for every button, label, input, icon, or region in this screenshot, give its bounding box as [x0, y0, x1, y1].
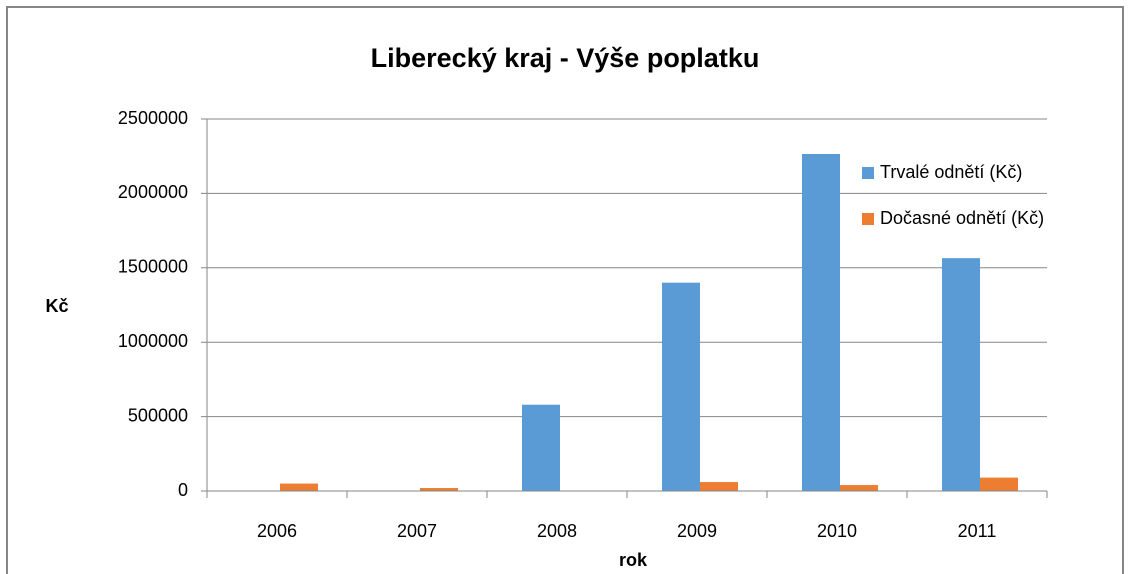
legend-label: Dočasné odnětí (Kč) — [880, 208, 1044, 228]
y-tick-label: 1000000 — [118, 331, 188, 351]
bar — [980, 477, 1018, 491]
x-tick-label: 2006 — [257, 521, 297, 541]
legend-swatch — [862, 213, 874, 225]
bar — [942, 258, 980, 491]
bar — [840, 485, 878, 491]
y-tick-label: 2000000 — [118, 182, 188, 202]
bar — [802, 153, 840, 491]
bar — [420, 488, 458, 491]
bar — [700, 482, 738, 491]
x-tick-label: 2009 — [677, 521, 717, 541]
legend-label: Trvalé odnětí (Kč) — [880, 162, 1022, 182]
x-tick-label: 2007 — [397, 521, 437, 541]
chart-title: Liberecký kraj - Výše poplatku — [371, 43, 760, 73]
bar — [522, 404, 560, 491]
x-tick-label: 2008 — [537, 521, 577, 541]
y-axis-label: Kč — [45, 296, 68, 316]
y-tick-label: 2500000 — [118, 108, 188, 128]
bar — [280, 483, 318, 491]
x-tick-label: 2011 — [958, 521, 997, 541]
y-tick-label: 1500000 — [118, 257, 188, 277]
x-tick-label: 2010 — [817, 521, 857, 541]
x-axis-label: rok — [619, 550, 648, 570]
chart-border — [6, 6, 1124, 574]
legend-swatch — [862, 167, 874, 179]
y-tick-label: 0 — [178, 480, 188, 500]
y-tick-label: 500000 — [128, 405, 188, 425]
bar — [662, 282, 700, 491]
